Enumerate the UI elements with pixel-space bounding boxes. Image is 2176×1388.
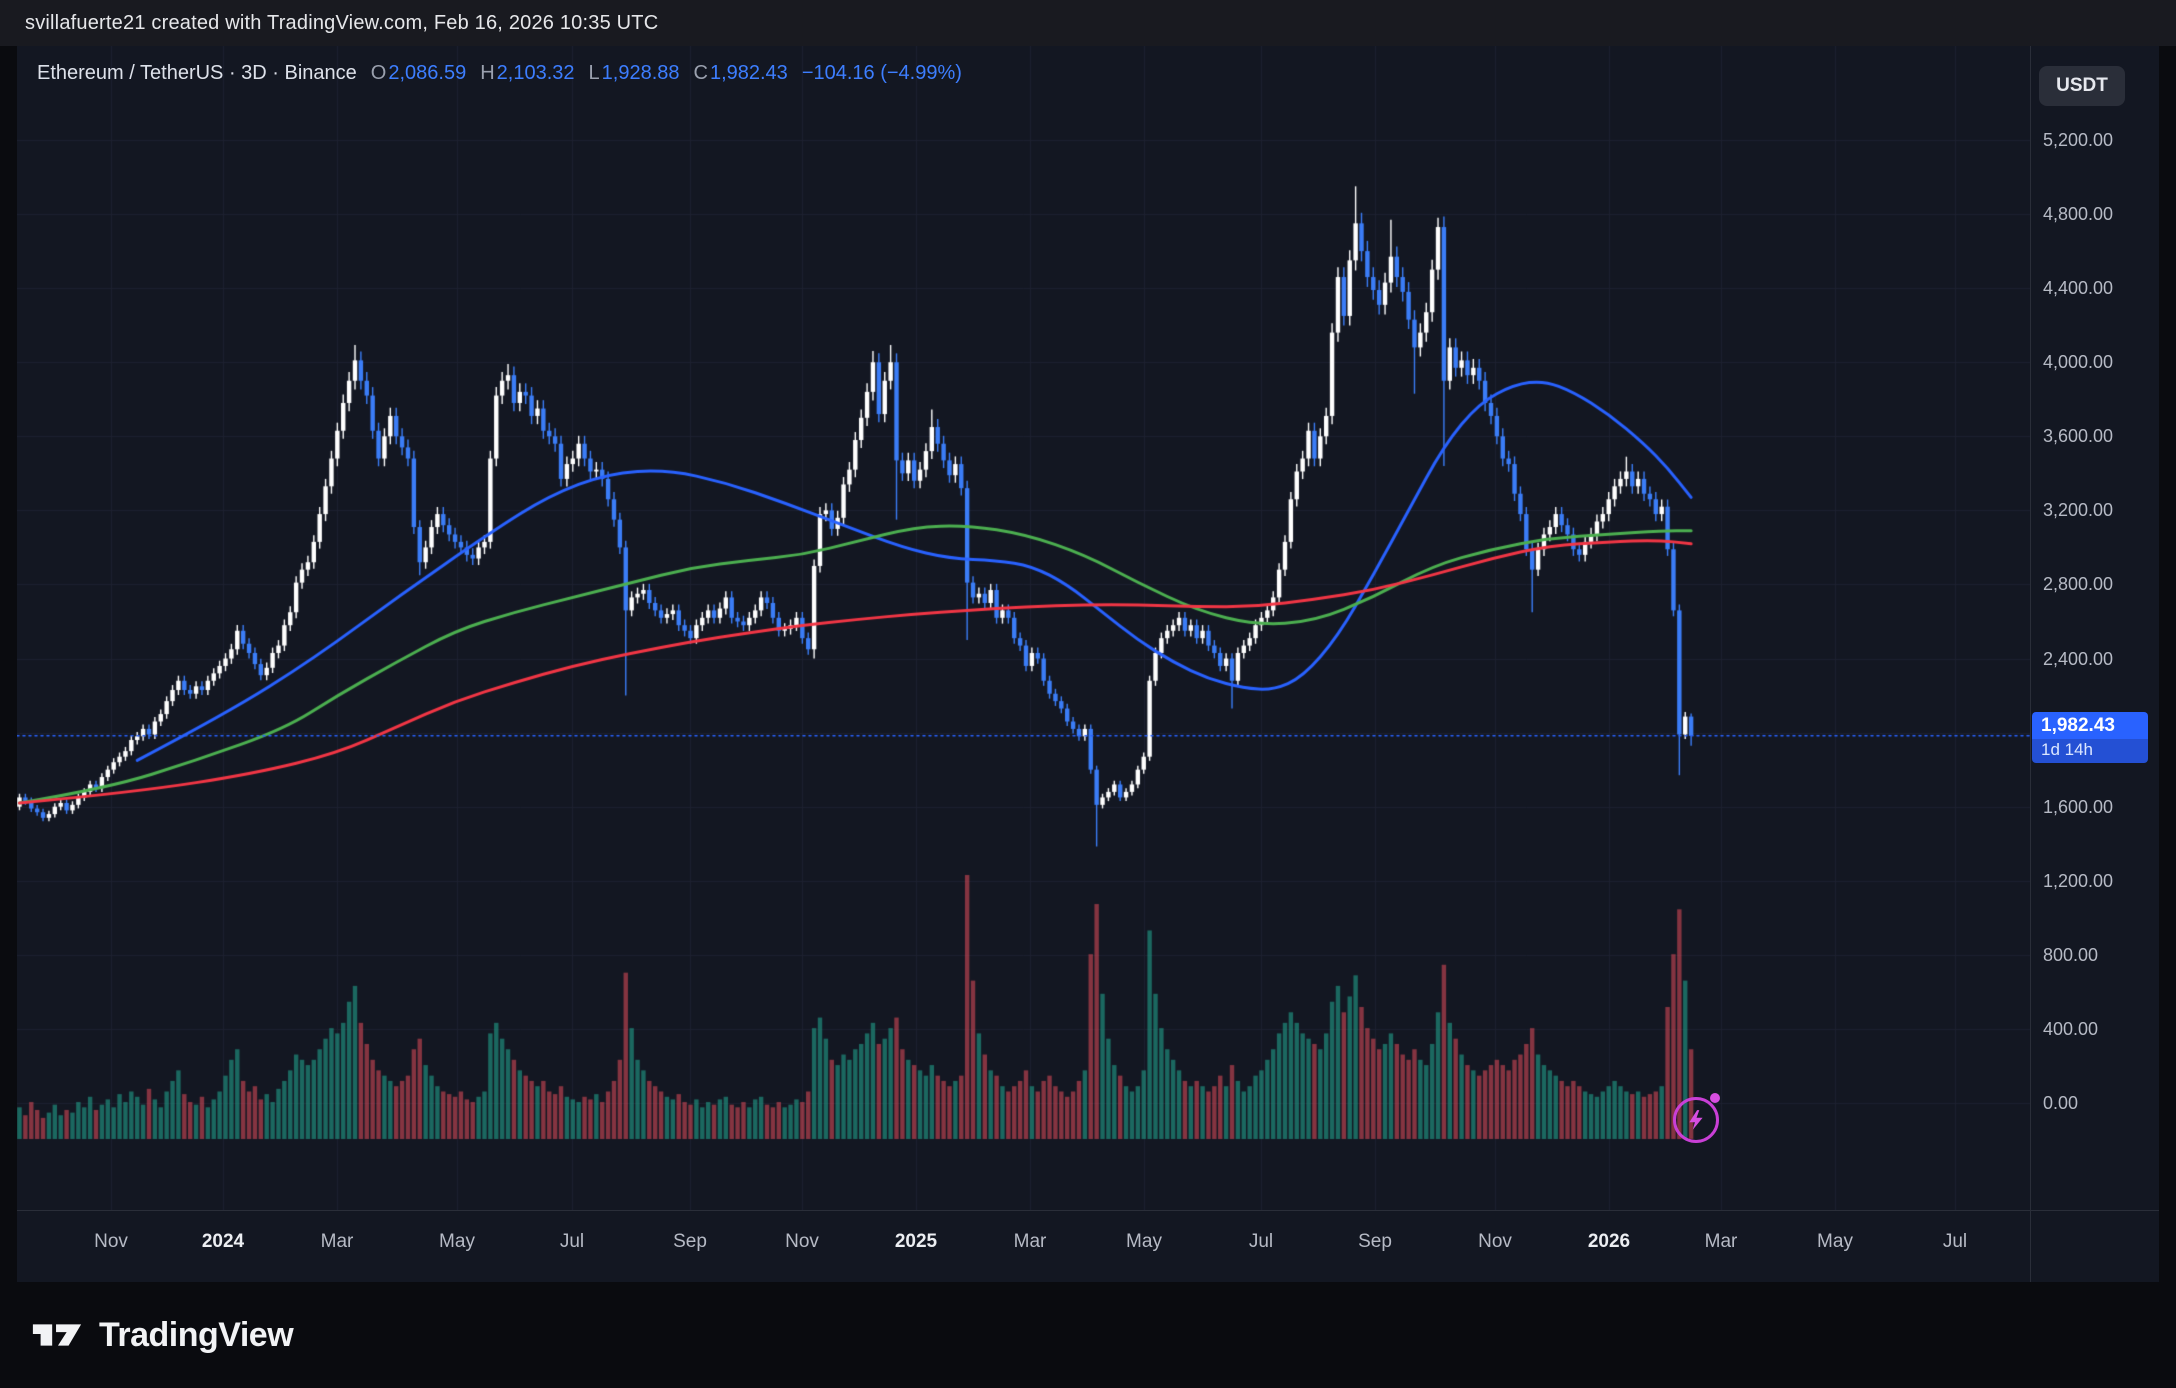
time-axis-month-label: Jul — [559, 1231, 585, 1252]
time-axis-month-label: Nov — [785, 1231, 819, 1252]
time-axis-month-label: Mar — [1013, 1231, 1047, 1252]
price-axis-label: 800.00 — [2043, 944, 2099, 965]
price-axis-label: 4,400.00 — [2043, 278, 2114, 299]
chart-pane: Ethereum / TetherUS · 3D · Binance O 2,0… — [17, 46, 2030, 1210]
ohlc-high: H 2,103.32 — [480, 62, 574, 85]
ohlc-open: O 2,086.59 — [371, 62, 466, 85]
last-price-value: 1,982.43 — [2032, 711, 2148, 739]
symbol-title[interactable]: Ethereum / TetherUS · 3D · Binance — [37, 62, 357, 84]
time-axis-month-label: Sep — [1358, 1231, 1392, 1252]
attribution-text: svillafuerte21 created with TradingView.… — [25, 11, 659, 34]
time-axis-month-label: Mar — [320, 1231, 354, 1252]
open-label: O — [370, 62, 387, 84]
price-axis-label: 4,000.00 — [2043, 352, 2114, 373]
close-value: 1,982.43 — [709, 62, 788, 84]
open-value: 2,086.59 — [388, 62, 467, 84]
time-axis-year-label: 2026 — [1587, 1231, 1631, 1252]
time-axis-month-label: Sep — [673, 1231, 707, 1252]
low-value: 1,928.88 — [601, 62, 680, 84]
ohlc-low: L 1,928.88 — [589, 62, 680, 85]
price-axis-label: 1,600.00 — [2043, 796, 2114, 817]
footer-bar: TradingView — [0, 1282, 2176, 1388]
price-axis-label: 400.00 — [2043, 1018, 2099, 1039]
time-axis-month-label: May — [439, 1231, 475, 1252]
time-axis-month-label: Jul — [1942, 1231, 1968, 1252]
bar-countdown: 1d 14h — [2032, 738, 2148, 763]
time-axis-month-label: Nov — [94, 1231, 128, 1252]
last-price-tag: 1,982.43 1d 14h — [2032, 711, 2148, 763]
time-axis-year-label: 2025 — [894, 1231, 938, 1252]
axis-corner — [2030, 1210, 2159, 1282]
change-value: −104.16 (−4.99%) — [801, 62, 962, 84]
high-label: H — [480, 62, 495, 84]
time-axis-year-label: 2024 — [201, 1231, 245, 1252]
flash-icon — [1673, 1093, 1720, 1143]
time-axis-month-label: Nov — [1478, 1231, 1512, 1252]
price-axis-label: 2,800.00 — [2043, 574, 2114, 595]
symbol-info-bar: Ethereum / TetherUS · 3D · Binance O 2,0… — [37, 62, 962, 85]
price-axis-label: 2,400.00 — [2043, 648, 2114, 669]
close-label: C — [693, 62, 708, 84]
ohlc-close: C 1,982.43 — [694, 62, 788, 85]
currency-toggle-button[interactable]: USDT — [2039, 66, 2125, 106]
price-chart-canvas[interactable] — [17, 46, 2030, 1210]
flash-dot — [1710, 1093, 1720, 1103]
attribution-bar: svillafuerte21 created with TradingView.… — [0, 0, 2176, 46]
low-label: L — [588, 62, 600, 84]
price-axis[interactable]: USDT 1,982.43 1d 14h 5,200.00 4,800.00 4,4… — [2030, 46, 2159, 1210]
price-axis-label: 3,600.00 — [2043, 426, 2114, 447]
time-axis-month-label: Jul — [1248, 1231, 1274, 1252]
price-axis-label: 5,200.00 — [2043, 130, 2114, 150]
price-axis-label: 4,800.00 — [2043, 204, 2114, 225]
price-axis-label: 0.00 — [2043, 1093, 2079, 1113]
price-axis-label: 3,200.00 — [2043, 500, 2114, 521]
high-value: 2,103.32 — [496, 62, 575, 84]
brand-text[interactable]: TradingView — [99, 1315, 294, 1354]
time-axis-month-label: Mar — [1704, 1231, 1738, 1252]
tradingview-logo-icon[interactable] — [30, 1313, 84, 1357]
lightning-bolt-icon — [1689, 1110, 1703, 1130]
time-axis-month-label: May — [1817, 1231, 1853, 1252]
time-axis-month-label: May — [1126, 1231, 1162, 1252]
price-axis-label: 1,200.00 — [2043, 870, 2114, 891]
time-axis[interactable]: Nov 2024 Mar May Jul Sep Nov 2025 Mar May Jul Sep No… — [17, 1210, 2030, 1282]
